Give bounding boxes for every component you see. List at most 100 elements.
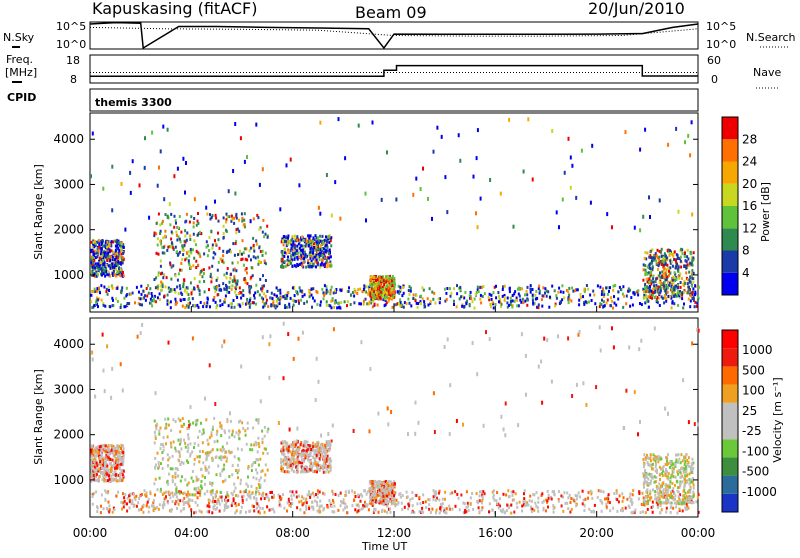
power-cell-2652: [652, 275, 654, 278]
velocity-cell-871: [616, 498, 618, 501]
power-cell-1527: [189, 263, 191, 266]
power-cell-1627: [265, 279, 267, 282]
power-cell-2618: [692, 264, 694, 267]
power-cell-502: [91, 306, 93, 309]
power-cell-52: [306, 300, 308, 303]
power-cell-468: [327, 290, 329, 293]
power-cell-1471: [250, 258, 252, 261]
power-cell-30: [603, 300, 605, 303]
velocity-cell-557: [531, 500, 533, 503]
power-cell-411: [680, 286, 682, 289]
velocity-cell-232: [604, 498, 606, 501]
power-cell-1996: [322, 241, 324, 244]
power-cell-2798: [240, 136, 242, 140]
power-cell-2310: [388, 297, 390, 300]
power-cell-2819: [659, 198, 661, 202]
power-cell-2777: [338, 117, 340, 121]
power-cell-2000: [288, 250, 290, 253]
velocity-cell-99: [317, 496, 319, 499]
power-cell-1300: [215, 217, 217, 220]
power-cell-814: [600, 303, 602, 306]
velocity-cell-435: [491, 509, 493, 512]
velocity-cell-753: [280, 497, 282, 500]
power-cell-779: [422, 286, 424, 289]
power-cell-781: [694, 284, 696, 287]
power-cell-1166: [106, 259, 108, 262]
velocity-cell-2016: [282, 440, 284, 443]
velocity-cell-167: [245, 511, 247, 514]
velocity-cell-1251: [97, 451, 99, 454]
power-cell-1437: [257, 263, 259, 266]
power-cell-872: [255, 303, 257, 306]
power-cell-1560: [253, 250, 255, 253]
velocity-cell-598: [177, 499, 179, 502]
power-cell-216: [209, 305, 211, 308]
power-cell-1500: [222, 282, 224, 285]
velocity-cell-2023: [328, 449, 330, 452]
velocity-cell-1386: [259, 458, 261, 461]
velocity-cell-1940: [298, 461, 300, 464]
velocity-cell-770: [223, 509, 225, 512]
power-cell-697: [456, 284, 458, 287]
power-cell-218: [502, 295, 504, 298]
power-cell-1562: [244, 247, 246, 250]
power-cell-253: [215, 301, 217, 304]
velocity-cell-1513: [235, 487, 237, 490]
velocity-cell-587: [455, 505, 457, 508]
power-cell-1589: [154, 232, 156, 235]
velocity-cell-1288: [258, 464, 260, 467]
power-cell-1972: [309, 265, 311, 268]
velocity-cell-144: [293, 494, 295, 497]
power-cell-1982: [331, 264, 333, 267]
power-cell-803: [290, 297, 292, 300]
velocity-cell-1615: [255, 491, 257, 494]
power-cell-75: [572, 290, 574, 293]
power-cell-2268: [380, 283, 382, 286]
power-cell-1625: [179, 287, 181, 290]
power-cell-1133: [98, 243, 100, 246]
power-cell-1274: [98, 250, 100, 253]
velocity-cell-580: [208, 502, 210, 505]
power-cell-401: [583, 303, 585, 306]
velocity-cell-818: [401, 508, 403, 511]
velocity-cell-1516: [249, 448, 251, 451]
power-cell-159: [665, 300, 667, 303]
power-cell-57: [121, 286, 123, 289]
power-cell-767: [601, 299, 603, 302]
power-cell-1183: [113, 273, 115, 276]
power-cell-182: [294, 294, 296, 297]
velocity-cell-53: [144, 489, 146, 492]
velocity-cell-1255: [116, 467, 118, 470]
velocity-cell-1432: [154, 457, 156, 460]
velocity-cell-510: [390, 511, 392, 514]
power-cell-1593: [199, 253, 201, 256]
power-cell-2749: [326, 173, 328, 177]
power-cell-3: [696, 302, 698, 305]
power-cell-1322: [193, 239, 195, 242]
power-cell-1614: [226, 288, 228, 291]
velocity-cell-591: [552, 490, 554, 493]
velocity-cell-883: [513, 498, 515, 501]
power-cell-864: [498, 300, 500, 303]
velocity-cell-272: [529, 499, 531, 502]
power-cell-1497: [235, 242, 237, 245]
power-cell-2456: [669, 266, 671, 269]
power-cell-884: [207, 298, 209, 301]
power-cell-1241: [101, 241, 103, 244]
power-cell-770: [301, 290, 303, 293]
power-cell-1333: [186, 232, 188, 235]
power-cell-1408: [175, 231, 177, 234]
velocity-cell-1653: [210, 450, 212, 453]
power-cell-459: [159, 292, 161, 295]
velocity-cell-1514: [219, 456, 221, 459]
power-cell-2694: [686, 260, 688, 263]
velocity-cell-629: [367, 490, 369, 493]
power-cell-753: [648, 306, 650, 309]
velocity-cell-1991: [310, 468, 312, 471]
velocity-cell-552: [147, 501, 149, 504]
velocity-cell-880: [384, 510, 386, 513]
power-cell-1212: [122, 252, 124, 255]
power-cell-785: [632, 291, 634, 294]
velocity-cell-210: [298, 495, 300, 498]
velocity-cell-832: [480, 490, 482, 493]
